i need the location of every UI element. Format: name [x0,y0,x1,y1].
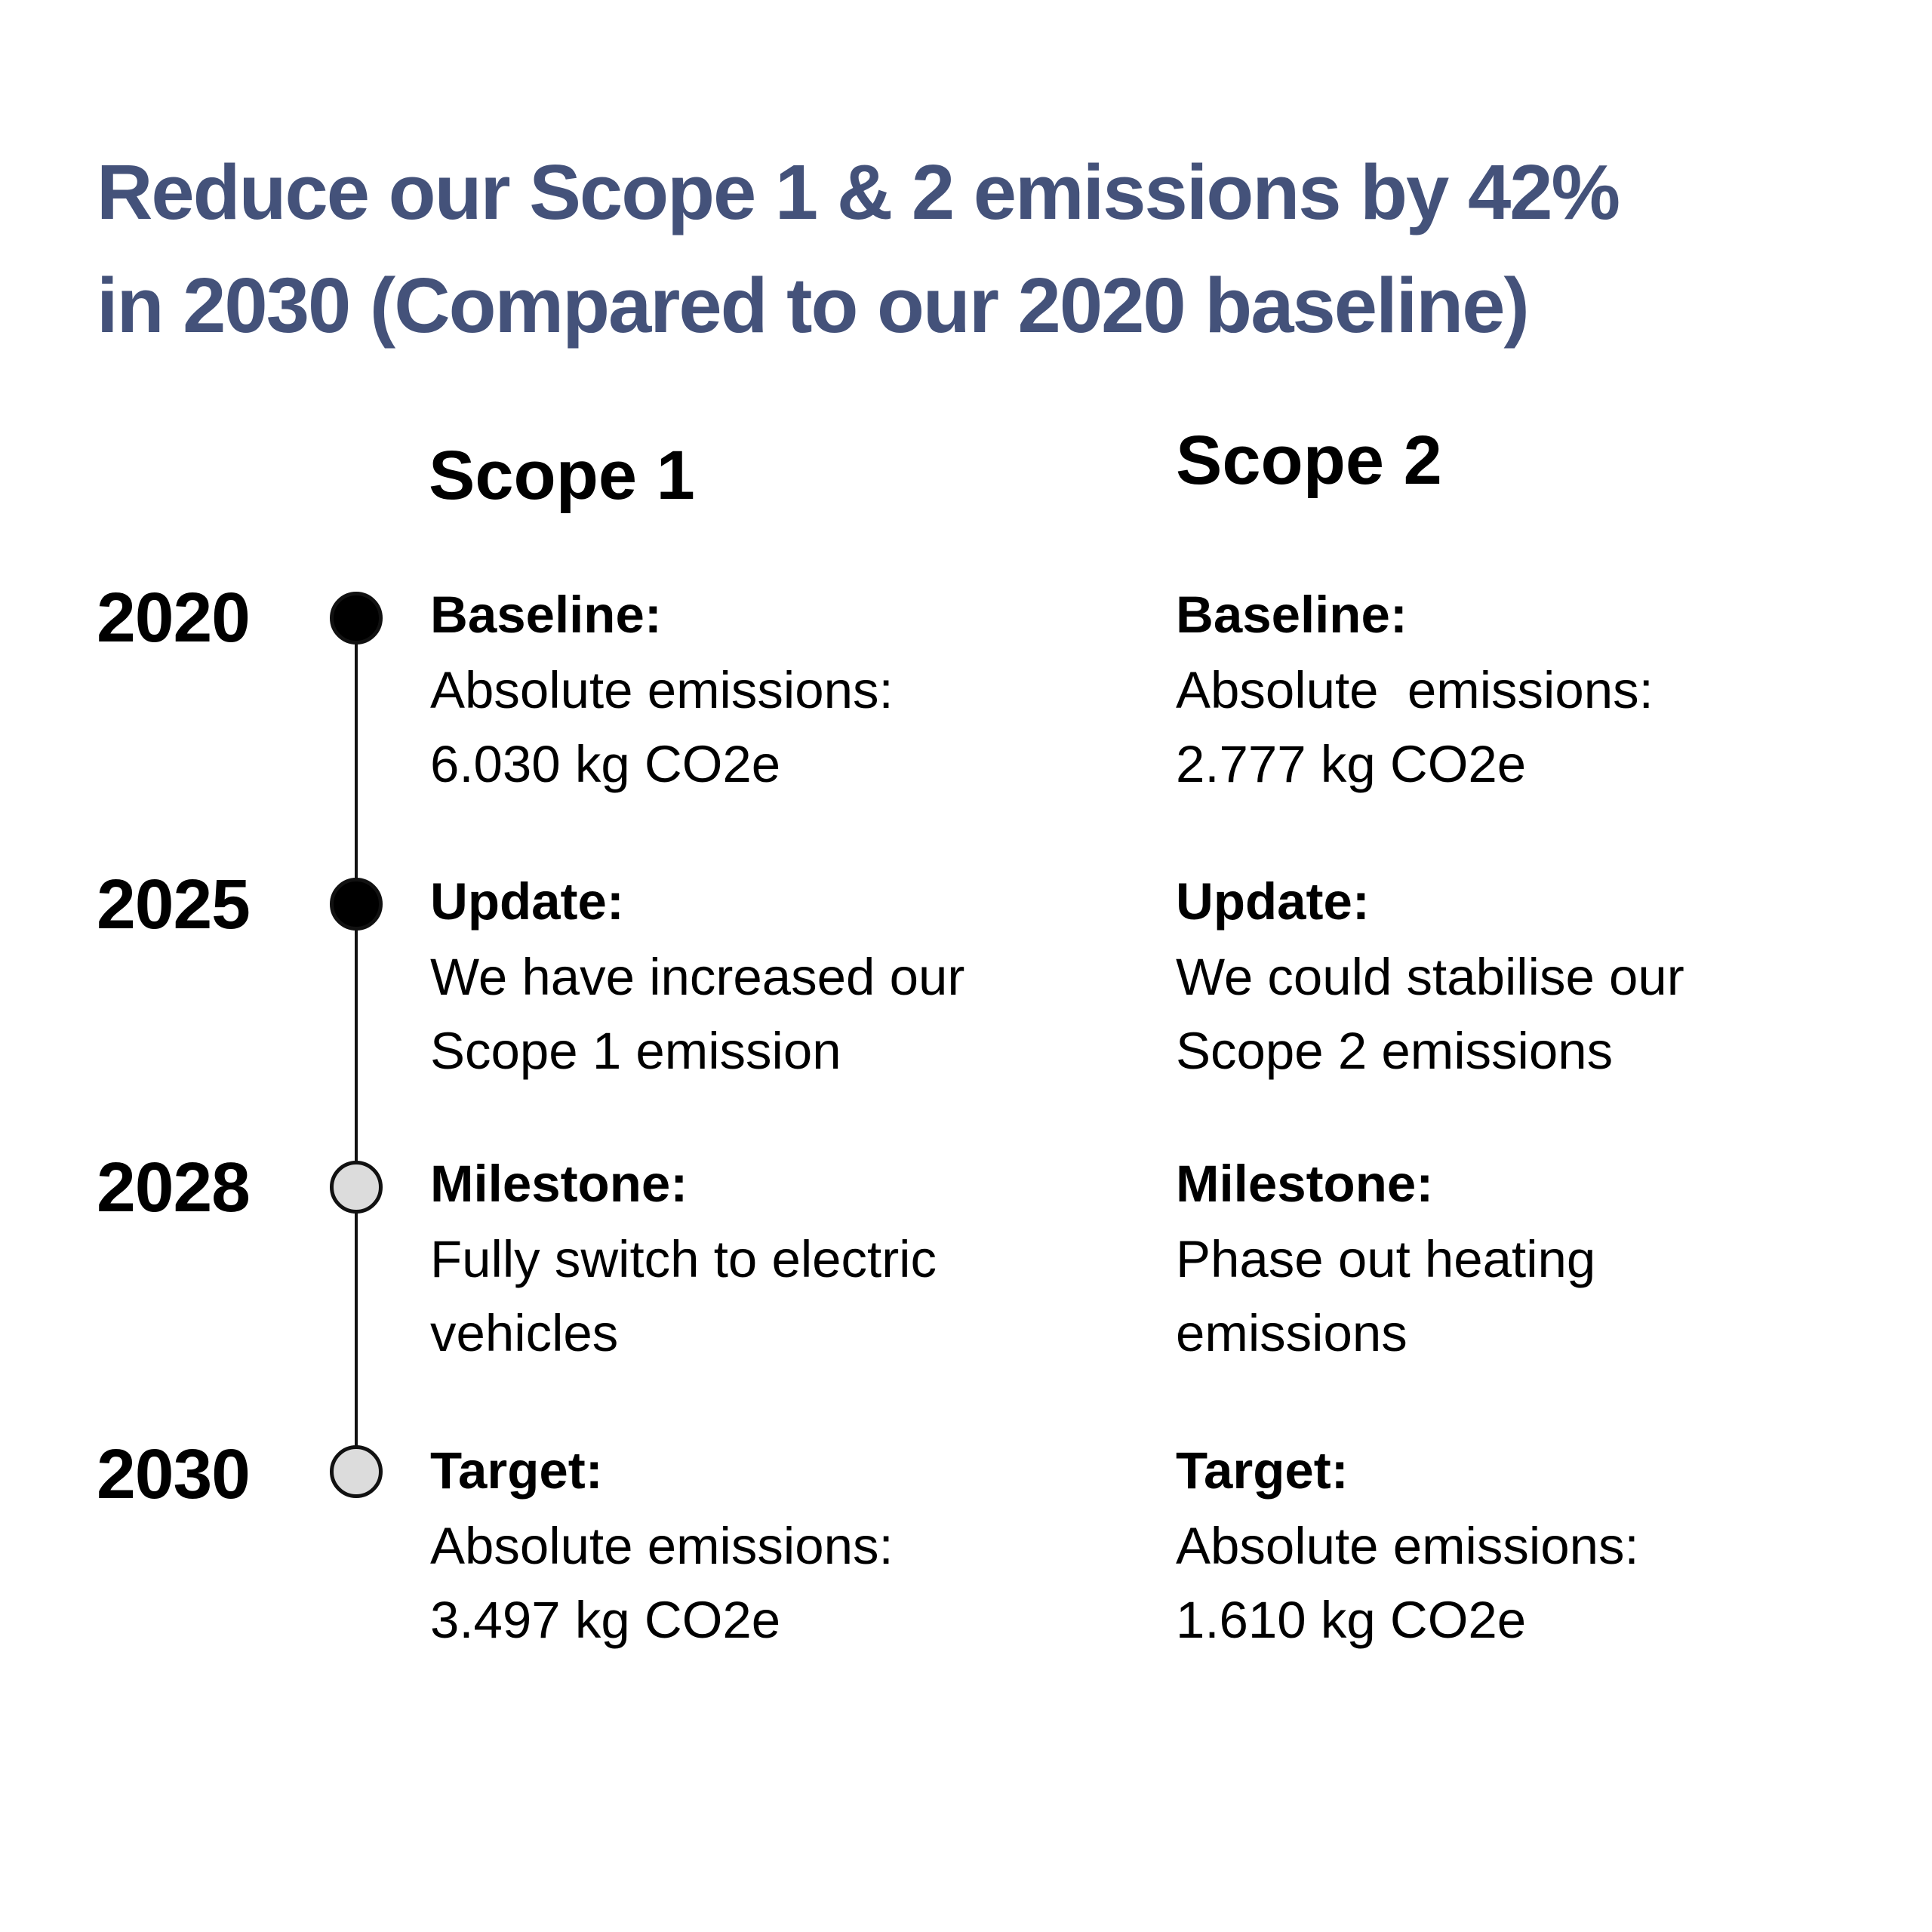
entry-text: We could stabilise our [1176,948,1684,1006]
entry-text: Absolute emissions: [1176,1517,1639,1575]
year-2030: 2030 [97,1435,251,1513]
scope1-target-entry: Target: Absolute emissions: 3.497 kg CO2… [430,1434,894,1657]
scope1-baseline-entry: Baseline: Absolute emissions: 6.030 kg C… [430,578,894,801]
entry-text: Fully switch to electric [430,1230,937,1288]
scope2-baseline-entry: Baseline: Absolute emissions: 2.777 kg C… [1176,578,1654,801]
scope1-milestone-entry: Milestone: Fully switch to electric vehi… [430,1147,937,1371]
entry-text: Scope 2 emissions [1176,1022,1614,1080]
timeline-dot-upcoming [330,1161,383,1214]
title-line-2: in 2030 (Compared to our 2020 baseline) [97,262,1530,349]
scope2-milestone-entry: Milestone: Phase out heating emissions [1176,1147,1595,1371]
entry-label: Target: [430,1441,603,1500]
entry-text: Phase out heating [1176,1230,1596,1288]
page-title: Reduce our Scope 1 & 2 emissions by 42% … [97,136,1878,362]
entry-text: Absolute emissions: [430,1517,894,1575]
year-2025: 2025 [97,865,251,943]
entry-text: Scope 1 emission [430,1022,841,1080]
timeline-dot-upcoming [330,1445,383,1498]
title-line-1: Reduce our Scope 1 & 2 emissions by 42% [97,149,1620,235]
entry-label: Milestone: [1176,1155,1434,1213]
scope2-heading: Scope 2 [1176,422,1442,499]
entry-label: Update: [1176,872,1370,931]
entry-label: Update: [430,872,624,931]
entry-label: Target: [1176,1441,1349,1500]
entry-text: 6.030 kg CO2e [430,735,781,793]
year-2028: 2028 [97,1148,251,1226]
timeline-dot-completed [330,592,383,645]
entry-text: 2.777 kg CO2e [1176,735,1527,793]
entry-text: 3.497 kg CO2e [430,1591,781,1649]
entry-text: 1.610 kg CO2e [1176,1591,1527,1649]
timeline-line [355,619,358,1472]
year-2020: 2020 [97,578,251,657]
entry-text: We have increased our [430,948,965,1006]
entry-label: Baseline: [1176,586,1407,644]
scope1-update-entry: Update: We have increased our Scope 1 em… [430,865,964,1088]
entry-text: Absolute emissions: [1176,661,1654,719]
entry-text: Absolute emissions: [430,661,894,719]
entry-text: vehicles [430,1304,619,1362]
entry-label: Milestone: [430,1155,688,1213]
timeline-dot-completed [330,878,383,931]
scope1-heading: Scope 1 [429,437,695,514]
scope2-update-entry: Update: We could stabilise our Scope 2 e… [1176,865,1684,1088]
scope2-target-entry: Target: Absolute emissions: 1.610 kg CO2… [1176,1434,1639,1657]
entry-label: Baseline: [430,586,662,644]
entry-text: emissions [1176,1304,1407,1362]
